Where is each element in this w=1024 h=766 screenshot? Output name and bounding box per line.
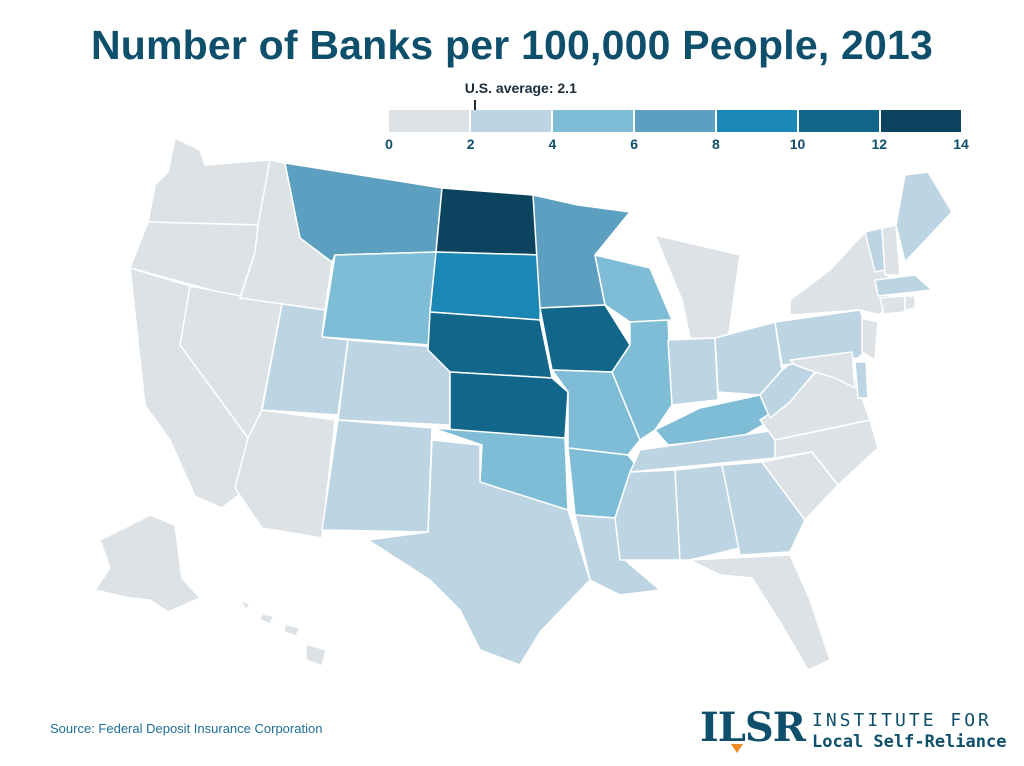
legend-swatch [881,110,961,132]
legend-tick-label: 4 [548,136,557,152]
state-maryland[interactable] [789,351,856,389]
state-nebraska[interactable] [427,311,553,379]
ilsr-logo: ILSR INSTITUTE FOR Local Self-Reliance [700,704,1006,756]
state-massachusetts[interactable] [874,274,933,297]
logo-mark: ILSR [700,704,806,751]
legend-swatch [553,110,635,132]
state-new-mexico[interactable] [321,419,433,533]
legend-tick-label: 6 [630,136,639,152]
state-arizona[interactable] [234,409,336,539]
state-new-jersey[interactable] [861,317,879,361]
legend-tick-label: 10 [789,136,806,152]
state-mississippi[interactable] [614,469,681,561]
legend-tick-label: 12 [871,136,888,152]
logo-line-1: INSTITUTE FOR [812,710,992,731]
state-alabama[interactable] [674,464,741,561]
state-connecticut[interactable] [879,295,906,315]
state-north-dakota[interactable] [435,187,543,256]
state-kansas[interactable] [449,371,569,439]
legend-tick-label: 8 [711,136,720,152]
legend-swatch [717,110,799,132]
state-alaska[interactable] [94,514,201,613]
state-delaware[interactable] [854,361,869,399]
state-wyoming[interactable] [321,251,437,346]
legend-tick-label: 0 [385,136,393,152]
legend-swatch [389,110,471,132]
legend-swatch [635,110,717,132]
state-hawaii[interactable] [239,599,327,667]
source-note: Source: Federal Deposit Insurance Corpor… [50,721,323,736]
map-title: Number of Banks per 100,000 People, 2013 [90,22,934,68]
state-rhode-island[interactable] [904,295,916,311]
legend-swatch [799,110,881,132]
state-washington[interactable] [147,137,271,226]
color-legend: U.S. average: 2.1 0 2 4 6 8 10 12 14 [385,80,969,160]
legend-tick-label: 14 [953,136,969,152]
state-maine[interactable] [895,171,953,263]
state-georgia[interactable] [721,461,806,556]
state-south-dakota[interactable] [429,251,543,321]
legend-scale [389,110,961,132]
legend-tick-label: 2 [466,136,475,152]
logo-line-2: Local Self-Reliance [812,732,1007,752]
state-florida[interactable] [689,554,831,671]
legend-swatch [471,110,553,132]
us-average-label: U.S. average: 2.1 [464,80,577,96]
state-indiana[interactable] [667,337,719,406]
state-iowa[interactable] [539,304,631,373]
state-new-hampshire[interactable] [881,224,901,276]
state-texas[interactable] [367,439,591,666]
state-illinois[interactable] [611,319,673,441]
logo-triangle-icon [731,744,743,753]
